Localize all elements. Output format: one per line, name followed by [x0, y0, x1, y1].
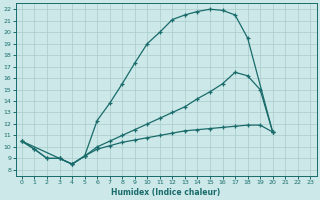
X-axis label: Humidex (Indice chaleur): Humidex (Indice chaleur) [111, 188, 221, 197]
